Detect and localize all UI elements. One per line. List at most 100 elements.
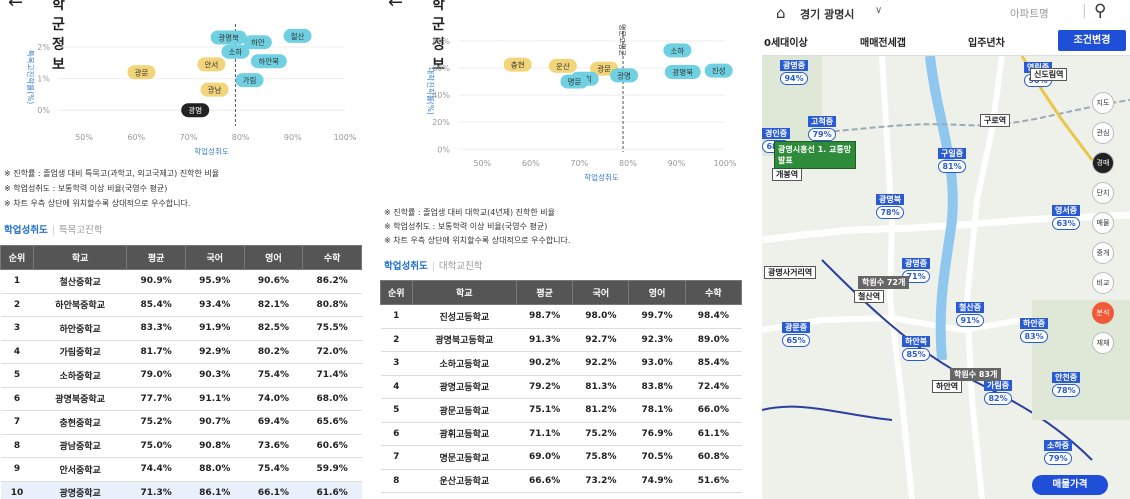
station-label[interactable]: 신도림역 xyxy=(1030,68,1068,81)
table-cell: 광명북고등학교 xyxy=(412,328,517,352)
school-pin[interactable]: 소하중 79% xyxy=(1044,440,1073,465)
filter-households[interactable]: 0세대이상 xyxy=(764,38,808,49)
change-conditions-button[interactable]: 조건변경 xyxy=(1058,30,1126,51)
table-row[interactable]: 4 광명고등학교 79.2% 81.3% 83.8% 72.4% xyxy=(380,375,742,399)
station-label[interactable]: 광명사거리역 xyxy=(764,266,817,279)
table-row[interactable]: 6 광휘고등학교 71.1% 75.2% 76.9% 61.1% xyxy=(380,422,742,446)
y-axis-label: 대학진학률(%) xyxy=(426,67,436,115)
table-cell: 75.0% xyxy=(126,434,186,458)
table-row[interactable]: 9 안서중학교 74.4% 88.0% 75.4% 59.9% xyxy=(0,457,362,482)
data-point-label: 광명 xyxy=(617,70,631,80)
y-tick-label: 2% xyxy=(37,43,50,52)
station-label[interactable]: 구로역 xyxy=(980,114,1011,127)
apartment-search[interactable]: 아파트명 xyxy=(1010,8,1049,20)
side-tool-button[interactable]: 재재 xyxy=(1092,332,1114,354)
table-cell: 광휘고등학교 xyxy=(412,422,517,446)
table-row[interactable]: 4 가림중학교 81.7% 92.9% 80.2% 72.0% xyxy=(0,340,362,364)
table-row[interactable]: 3 소하고등학교 90.2% 92.2% 93.0% 85.4% xyxy=(380,351,742,376)
station-label[interactable]: 개봉역 xyxy=(772,168,803,181)
table-cell: 69.0% xyxy=(516,445,573,470)
chevron-down-icon[interactable]: ∨ xyxy=(875,5,883,16)
side-tool-button[interactable]: 중개 xyxy=(1092,242,1114,264)
table-row[interactable]: 10 광명중학교 71.3% 86.1% 66.1% 61.6% xyxy=(0,481,362,499)
side-tool-button[interactable]: 지도 xyxy=(1092,92,1114,114)
table-row[interactable]: 9충현고등학교57.3%60.8%61.8%49.4% xyxy=(380,492,742,499)
table-row[interactable]: 2 하안북중학교 85.4% 93.4% 82.1% 80.8% xyxy=(0,293,362,317)
tab-special-high[interactable]: 특목고진학 xyxy=(58,225,103,236)
table-cell: 92.7% xyxy=(572,328,629,352)
table-cell: 86.1% xyxy=(185,481,245,499)
table-row[interactable]: 5 광문고등학교 75.1% 81.2% 78.1% 66.0% xyxy=(380,398,742,423)
school-pin[interactable]: 영서중 63% xyxy=(1052,205,1081,230)
station-label[interactable]: 철산역 xyxy=(854,290,885,303)
table-row[interactable]: 6 광명북중학교 77.7% 91.1% 74.0% 68.0% xyxy=(0,387,362,411)
table-row[interactable]: 2 광명북고등학교 91.3% 92.7% 92.3% 89.0% xyxy=(380,328,742,352)
side-tool-button[interactable]: 비교 xyxy=(1092,272,1114,294)
data-point xyxy=(560,74,589,89)
school-rate: 83% xyxy=(1020,330,1049,343)
middle-school-table: 순위 학교 평균 국어 영어 수학 1 철산중학교 90.9% 95.9% 90.6% 86.2% 2 하… xyxy=(0,245,362,499)
price-button[interactable]: 매물가격 xyxy=(1032,475,1108,495)
table-cell: 61.1% xyxy=(685,422,742,446)
school-name: 철산중 xyxy=(956,302,985,313)
data-point-label: 광문 xyxy=(135,67,149,77)
school-pin[interactable]: 가림중 82% xyxy=(984,380,1013,405)
note-3: ※ 차트 우측 상단에 위치할수록 상대적으로 우수합니다. xyxy=(4,199,191,208)
table-row[interactable]: 8 광남중학교 75.0% 90.8% 73.6% 60.6% xyxy=(0,434,362,458)
back-arrow-icon[interactable]: ← xyxy=(8,0,24,13)
x-tick-label: 60% xyxy=(522,159,540,168)
side-tool-button[interactable]: 분석 xyxy=(1092,302,1114,324)
data-point xyxy=(503,57,532,72)
table-cell: 6 xyxy=(380,422,413,446)
school-pin[interactable]: 구일중 81% xyxy=(938,148,967,173)
table-row[interactable]: 3 하안중학교 83.3% 91.9% 82.5% 75.5% xyxy=(0,316,362,341)
filter-year[interactable]: 입주년차 xyxy=(968,38,1005,49)
school-pin[interactable]: 고척중 79% xyxy=(808,116,837,141)
school-pin[interactable]: 하안북 85% xyxy=(902,336,931,361)
school-name: 광명중 xyxy=(780,60,809,71)
station-label[interactable]: 하안역 xyxy=(932,380,963,393)
cluster-label[interactable]: 학원수 72개 xyxy=(858,276,910,289)
side-tool-button[interactable]: 단지 xyxy=(1092,182,1114,204)
school-name: 가림중 xyxy=(984,380,1013,391)
table-cell: 79.0% xyxy=(126,363,186,388)
school-pin[interactable]: 광명중 94% xyxy=(780,60,809,85)
table-row[interactable]: 7 충현중학교 75.2% 90.7% 69.4% 65.6% xyxy=(0,410,362,435)
data-point xyxy=(283,28,312,43)
table-row[interactable]: 8 운산고등학교 66.6% 73.2% 74.9% 51.6% xyxy=(380,469,742,493)
school-pin[interactable]: 광명북 78% xyxy=(876,194,905,219)
table-row[interactable]: 7 명문고등학교 69.0% 75.8% 70.5% 60.8% xyxy=(380,445,742,470)
y-tick-label: 0% xyxy=(437,145,450,154)
tab-university[interactable]: 대학교진학 xyxy=(438,261,483,272)
location-select[interactable]: 경기 광명시 xyxy=(800,8,855,21)
table-row[interactable]: 5 소하중학교 79.0% 90.3% 75.4% 71.4% xyxy=(0,363,362,388)
column-header: 국어 xyxy=(572,280,630,305)
cluster-label[interactable]: 학원수 83개 xyxy=(950,368,1002,381)
transit-announcement[interactable]: 광명시흥선 1. 교통망발표 xyxy=(774,141,856,169)
tab-achievement[interactable]: 학업성취도 xyxy=(4,225,48,236)
high-school-table: 순위 학교 평균 국어 영어 수학 1 진성고등학교 98.7% 98.0% 99.7% 98.4% 2… xyxy=(380,280,742,499)
data-point xyxy=(197,57,226,72)
table-row[interactable]: 1 진성고등학교 98.7% 98.0% 99.7% 98.4% xyxy=(380,304,742,329)
table-cell: 93.0% xyxy=(628,351,686,376)
tab-achievement[interactable]: 학업성취도 xyxy=(384,261,428,272)
table-row[interactable]: 1 철산중학교 90.9% 95.9% 90.6% 86.2% xyxy=(0,269,362,294)
search-icon[interactable]: ⚲ xyxy=(1094,1,1107,21)
back-arrow-icon[interactable]: ← xyxy=(388,0,404,13)
table-cell: 91.9% xyxy=(185,316,245,341)
table-cell: 61.8% xyxy=(628,492,686,499)
side-tool-button[interactable]: 관심 xyxy=(1092,122,1114,144)
home-icon[interactable]: ⌂ xyxy=(776,4,786,22)
map-panel[interactable]: ⌂ 경기 광명시 ∨ 아파트명 | ⚲ 0세대이상 매매전세갭 입주년차 조건변… xyxy=(762,0,1130,499)
side-tool-button[interactable]: 경매 xyxy=(1092,152,1114,174)
school-pin[interactable]: 안천중 78% xyxy=(1052,372,1081,397)
school-pin[interactable]: 하안중 83% xyxy=(1020,318,1049,343)
side-tool-button[interactable]: 매물 xyxy=(1092,212,1114,234)
table-cell: 79.2% xyxy=(516,375,573,399)
table-cell: 76.9% xyxy=(628,422,686,446)
school-name: 광명북 xyxy=(876,194,905,205)
school-pin[interactable]: 광문중 65% xyxy=(782,322,811,347)
school-pin[interactable]: 철산중 91% xyxy=(956,302,985,327)
filter-gap[interactable]: 매매전세갭 xyxy=(860,38,906,49)
table-cell: 66.0% xyxy=(685,398,742,423)
